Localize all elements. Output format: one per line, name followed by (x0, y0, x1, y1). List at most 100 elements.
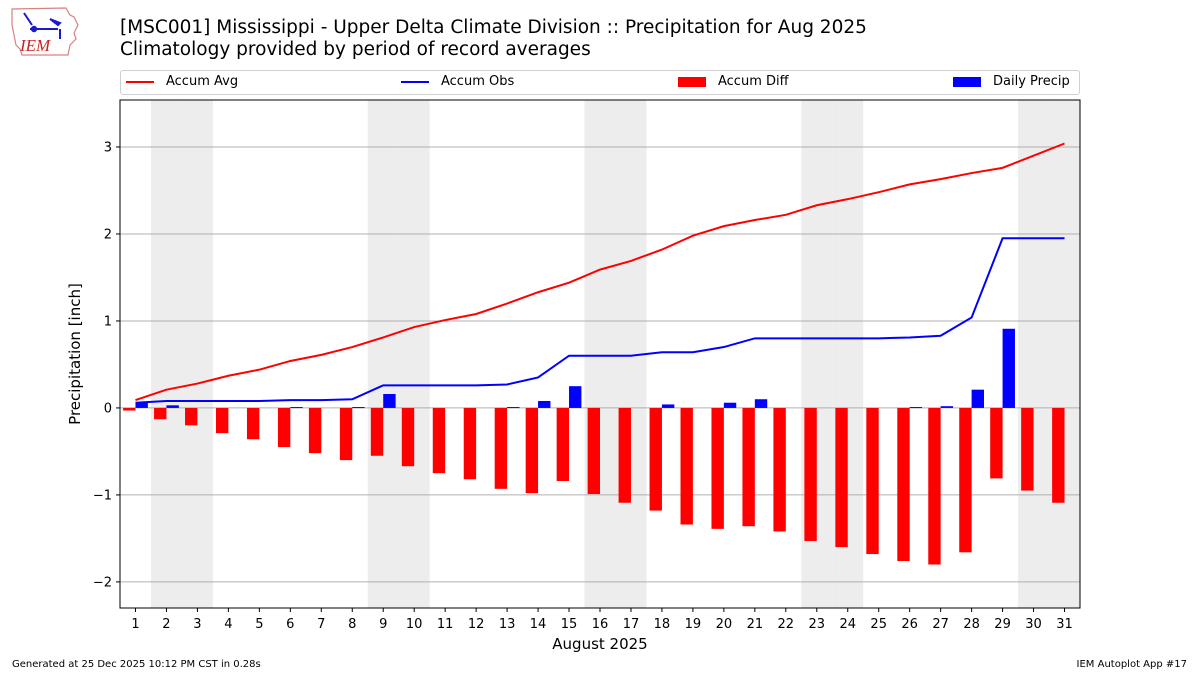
accum-diff-bar (246, 407, 260, 440)
legend-item-accum-obs: Accum Obs (401, 74, 514, 89)
x-tick-label: 5 (255, 617, 263, 632)
weekend-band (1049, 100, 1080, 608)
daily-precip-bar (661, 404, 675, 408)
daily-precip-bar (940, 406, 954, 408)
accum-diff-bar (370, 407, 384, 456)
weekend-band (367, 100, 399, 608)
x-tick-label: 15 (561, 617, 578, 632)
daily-precip-bar (290, 407, 303, 409)
daily-precip-bar (352, 407, 365, 409)
x-tick-label: 23 (809, 617, 826, 632)
daily-precip-bar (723, 402, 737, 408)
logo-text: IEM (19, 36, 51, 55)
daily-precip-bar (538, 400, 551, 408)
weekend-band (1018, 100, 1050, 608)
daily-precip-bar (166, 405, 179, 408)
daily-precip-bar (909, 407, 923, 409)
accum-diff-bar (525, 407, 539, 494)
legend-swatch-accum-obs (401, 80, 429, 83)
x-tick-label: 28 (963, 617, 980, 632)
daily-precip-bar (971, 389, 984, 408)
accum-diff-bar (123, 407, 136, 411)
accum-avg-line (135, 142, 1065, 402)
accum-diff-bar (308, 407, 322, 454)
legend-swatch-accum-avg (126, 80, 154, 83)
weather-station-icon (23, 12, 62, 39)
accum-diff-bar (556, 407, 570, 481)
accum-diff-bar (216, 407, 229, 434)
x-tick-label: 2 (162, 617, 170, 632)
accum-diff-bar (1021, 407, 1034, 491)
accum-diff-bar (154, 407, 167, 420)
weekend-band (150, 100, 182, 608)
x-tick-label: 9 (379, 617, 387, 632)
weekend-band (584, 100, 616, 608)
daily-precip-bar (507, 407, 520, 409)
generated-timestamp: Generated at 25 Dec 2025 10:12 PM CST in… (12, 659, 261, 670)
accum-diff-bar (835, 407, 848, 548)
x-tick-label: 19 (685, 617, 702, 632)
accum-diff-bar (711, 407, 724, 529)
x-tick-label: 8 (348, 617, 356, 632)
accum-diff-bar (185, 407, 198, 426)
x-axis: 1 2 3 4 5 6 7 8 9 10 11 12 13 14 15 16 17 18 19 20 21 22 23 24 2… (131, 608, 1073, 632)
x-tick-label: 11 (437, 617, 454, 632)
chart-subtitle: Climatology provided by period of record… (120, 39, 591, 60)
daily-precip-bar (1002, 328, 1015, 408)
app-credit: IEM Autoplot App #17 (1076, 659, 1187, 670)
accum-diff-bar (866, 407, 879, 555)
x-tick-label: 27 (932, 617, 949, 632)
accum-diff-bar (959, 407, 972, 553)
x-tick-label: 3 (193, 617, 201, 632)
x-tick-label: 22 (778, 617, 795, 632)
legend-swatch-accum-diff (678, 76, 706, 87)
x-tick-label: 1 (131, 617, 139, 632)
accum-diff-bar (773, 407, 786, 532)
accum-diff-bar (990, 407, 1003, 479)
x-tick-label: 21 (747, 617, 764, 632)
iem-logo: IEM (11, 7, 79, 56)
legend-label: Daily Precip (993, 74, 1070, 89)
y-tick-label: 1 (104, 314, 112, 329)
x-tick-label: 31 (1056, 617, 1073, 632)
x-tick-label: 29 (994, 617, 1011, 632)
accum-diff-bar (401, 407, 415, 467)
accum-diff-bar (1052, 407, 1065, 503)
accum-diff-bar (680, 407, 693, 525)
x-tick-label: 14 (530, 617, 547, 632)
x-tick-label: 10 (406, 617, 423, 632)
weekend-band (398, 100, 430, 608)
legend: Accum Avg Accum Obs Accum Diff Daily Pre… (120, 70, 1080, 95)
x-tick-label: 16 (592, 617, 609, 632)
y-tick-label: 2 (104, 227, 112, 242)
legend-label: Accum Obs (441, 74, 515, 89)
x-tick-label: 24 (839, 617, 856, 632)
x-tick-label: 30 (1025, 617, 1042, 632)
daily-precip-bar (135, 402, 148, 408)
y-tick-label: −1 (93, 488, 112, 503)
daily-precip-bar (383, 394, 396, 408)
bars (123, 328, 1065, 565)
y-tick-label: 0 (104, 401, 112, 416)
accum-diff-bar (928, 407, 941, 565)
accum-diff-bar (277, 407, 291, 448)
y-axis-label: Precipitation [inch] (66, 283, 84, 425)
x-tick-label: 12 (468, 617, 485, 632)
legend-label: Accum Avg (166, 74, 239, 89)
lines (135, 142, 1065, 404)
x-tick-label: 7 (317, 617, 325, 632)
accum-diff-bar (804, 407, 817, 542)
x-tick-label: 17 (623, 617, 640, 632)
accum-diff-bar (742, 407, 755, 527)
legend-item-accum-avg: Accum Avg (126, 74, 238, 89)
daily-precip-bar (754, 399, 768, 408)
legend-swatch-daily-precip (953, 76, 981, 87)
chart-title: [MSC001] Mississippi - Upper Delta Clima… (120, 17, 867, 38)
accum-obs-line (135, 237, 1065, 404)
y-axis: −2 −1 0 1 2 3 (93, 140, 120, 590)
x-tick-label: 6 (286, 617, 294, 632)
accum-diff-bar (339, 407, 353, 461)
accum-diff-bar (618, 407, 631, 503)
legend-label: Accum Diff (718, 74, 789, 89)
